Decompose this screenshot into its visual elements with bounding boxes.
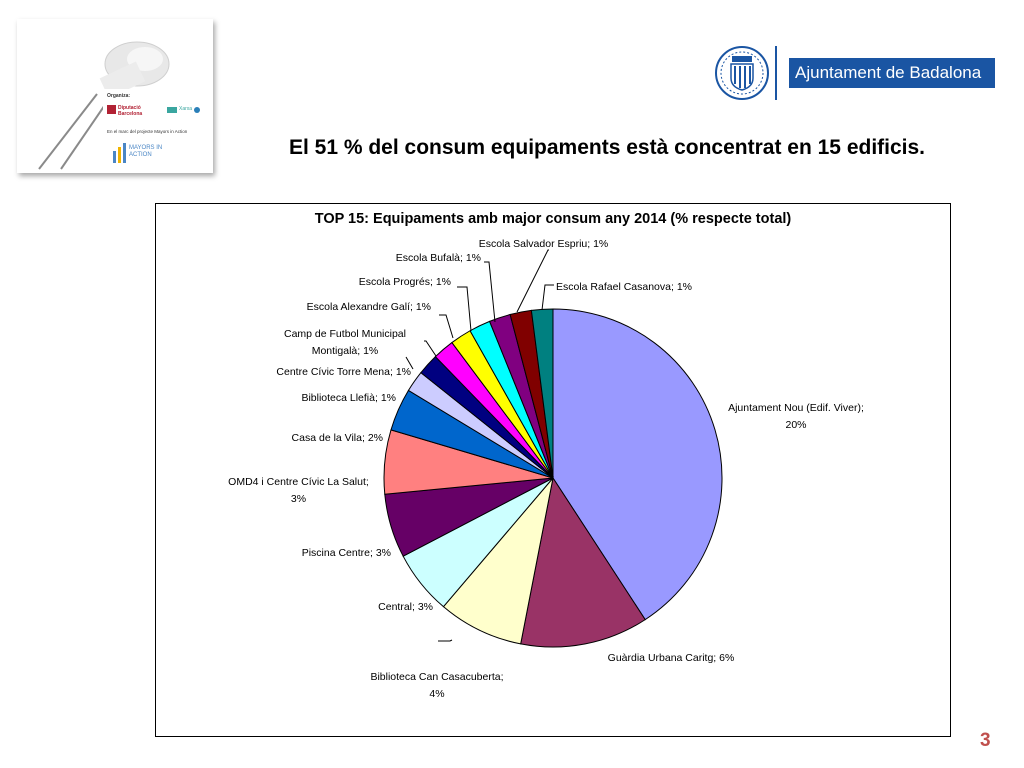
org1-label: Diputació Barcelona	[118, 105, 143, 117]
slice-label-2: Guàrdia Urbana Caritg; 6%	[607, 652, 735, 664]
pie-chart-svg	[383, 249, 723, 648]
leader-line-3	[438, 639, 453, 642]
badalona-logo: Ajuntament de Badalona	[712, 44, 998, 104]
leader-line-15	[541, 284, 554, 311]
slice-label-4: Central; 3%	[378, 601, 433, 613]
brand-name: Ajuntament de Badalona	[789, 58, 995, 88]
slice-label-14: Escola Salvador Espriu; 1%	[478, 238, 609, 250]
leader-line-13	[484, 261, 496, 323]
slice-label-10: Camp de Futbol Municipal Montigalà; 1%	[284, 328, 406, 357]
slice-label-1: Ajuntament Nou (Edif. Viver); 20%	[728, 402, 864, 431]
mayors-in-action-logo: MAYORS IN ACTION	[129, 145, 163, 158]
leader-line-14	[516, 249, 549, 313]
slice-label-12: Escola Progrés; 1%	[358, 276, 451, 288]
leader-line-9	[405, 356, 414, 370]
slide-title-text: El 51 % del consum equipaments està conc…	[288, 136, 926, 159]
page-number: 3	[980, 730, 991, 751]
slice-label-3: Biblioteca Can Casacuberta; 4%	[370, 671, 504, 700]
slice-label-5: Piscina Centre; 3%	[301, 547, 391, 559]
pie-slice-3	[442, 476, 554, 645]
organiza-label: Organiza:	[107, 93, 131, 99]
city-seal-icon	[715, 46, 769, 100]
logo-divider	[775, 46, 777, 100]
slice-label-7: Casa de la Vila; 2%	[291, 432, 383, 444]
leader-line-11	[439, 314, 454, 339]
org2-label: Xarxa	[179, 106, 193, 112]
led-illustration	[17, 19, 213, 173]
slice-label-9: Centre Cívic Torre Mena; 1%	[276, 366, 411, 378]
pie-chart: TOP 15: Equipaments amb major consum any…	[155, 203, 951, 737]
slice-label-11: Escola Alexandre Galí; 1%	[306, 301, 431, 313]
slice-label-6: OMD4 i Centre Cívic La Salut; 3%	[228, 476, 369, 505]
project-thumbnail: Organiza: Diputació Barcelona Xarxa En e…	[17, 19, 213, 173]
slice-label-13: Escola Bufalà; 1%	[395, 252, 481, 264]
project-note: En el marc del projecte Mayors in Action	[107, 129, 188, 134]
slide-title: El 51 % del consum equipaments està conc…	[0, 136, 1024, 160]
slice-label-15: Escola Rafael Casanova; 1%	[556, 281, 692, 293]
pie-slice-1	[552, 308, 723, 621]
chart-title: TOP 15: Equipaments amb major consum any…	[314, 211, 792, 227]
pie-slice-2	[520, 476, 646, 648]
leader-line-10	[424, 340, 437, 357]
slice-label-8: Biblioteca Llefià; 1%	[301, 392, 396, 404]
leader-line-12	[457, 286, 472, 332]
